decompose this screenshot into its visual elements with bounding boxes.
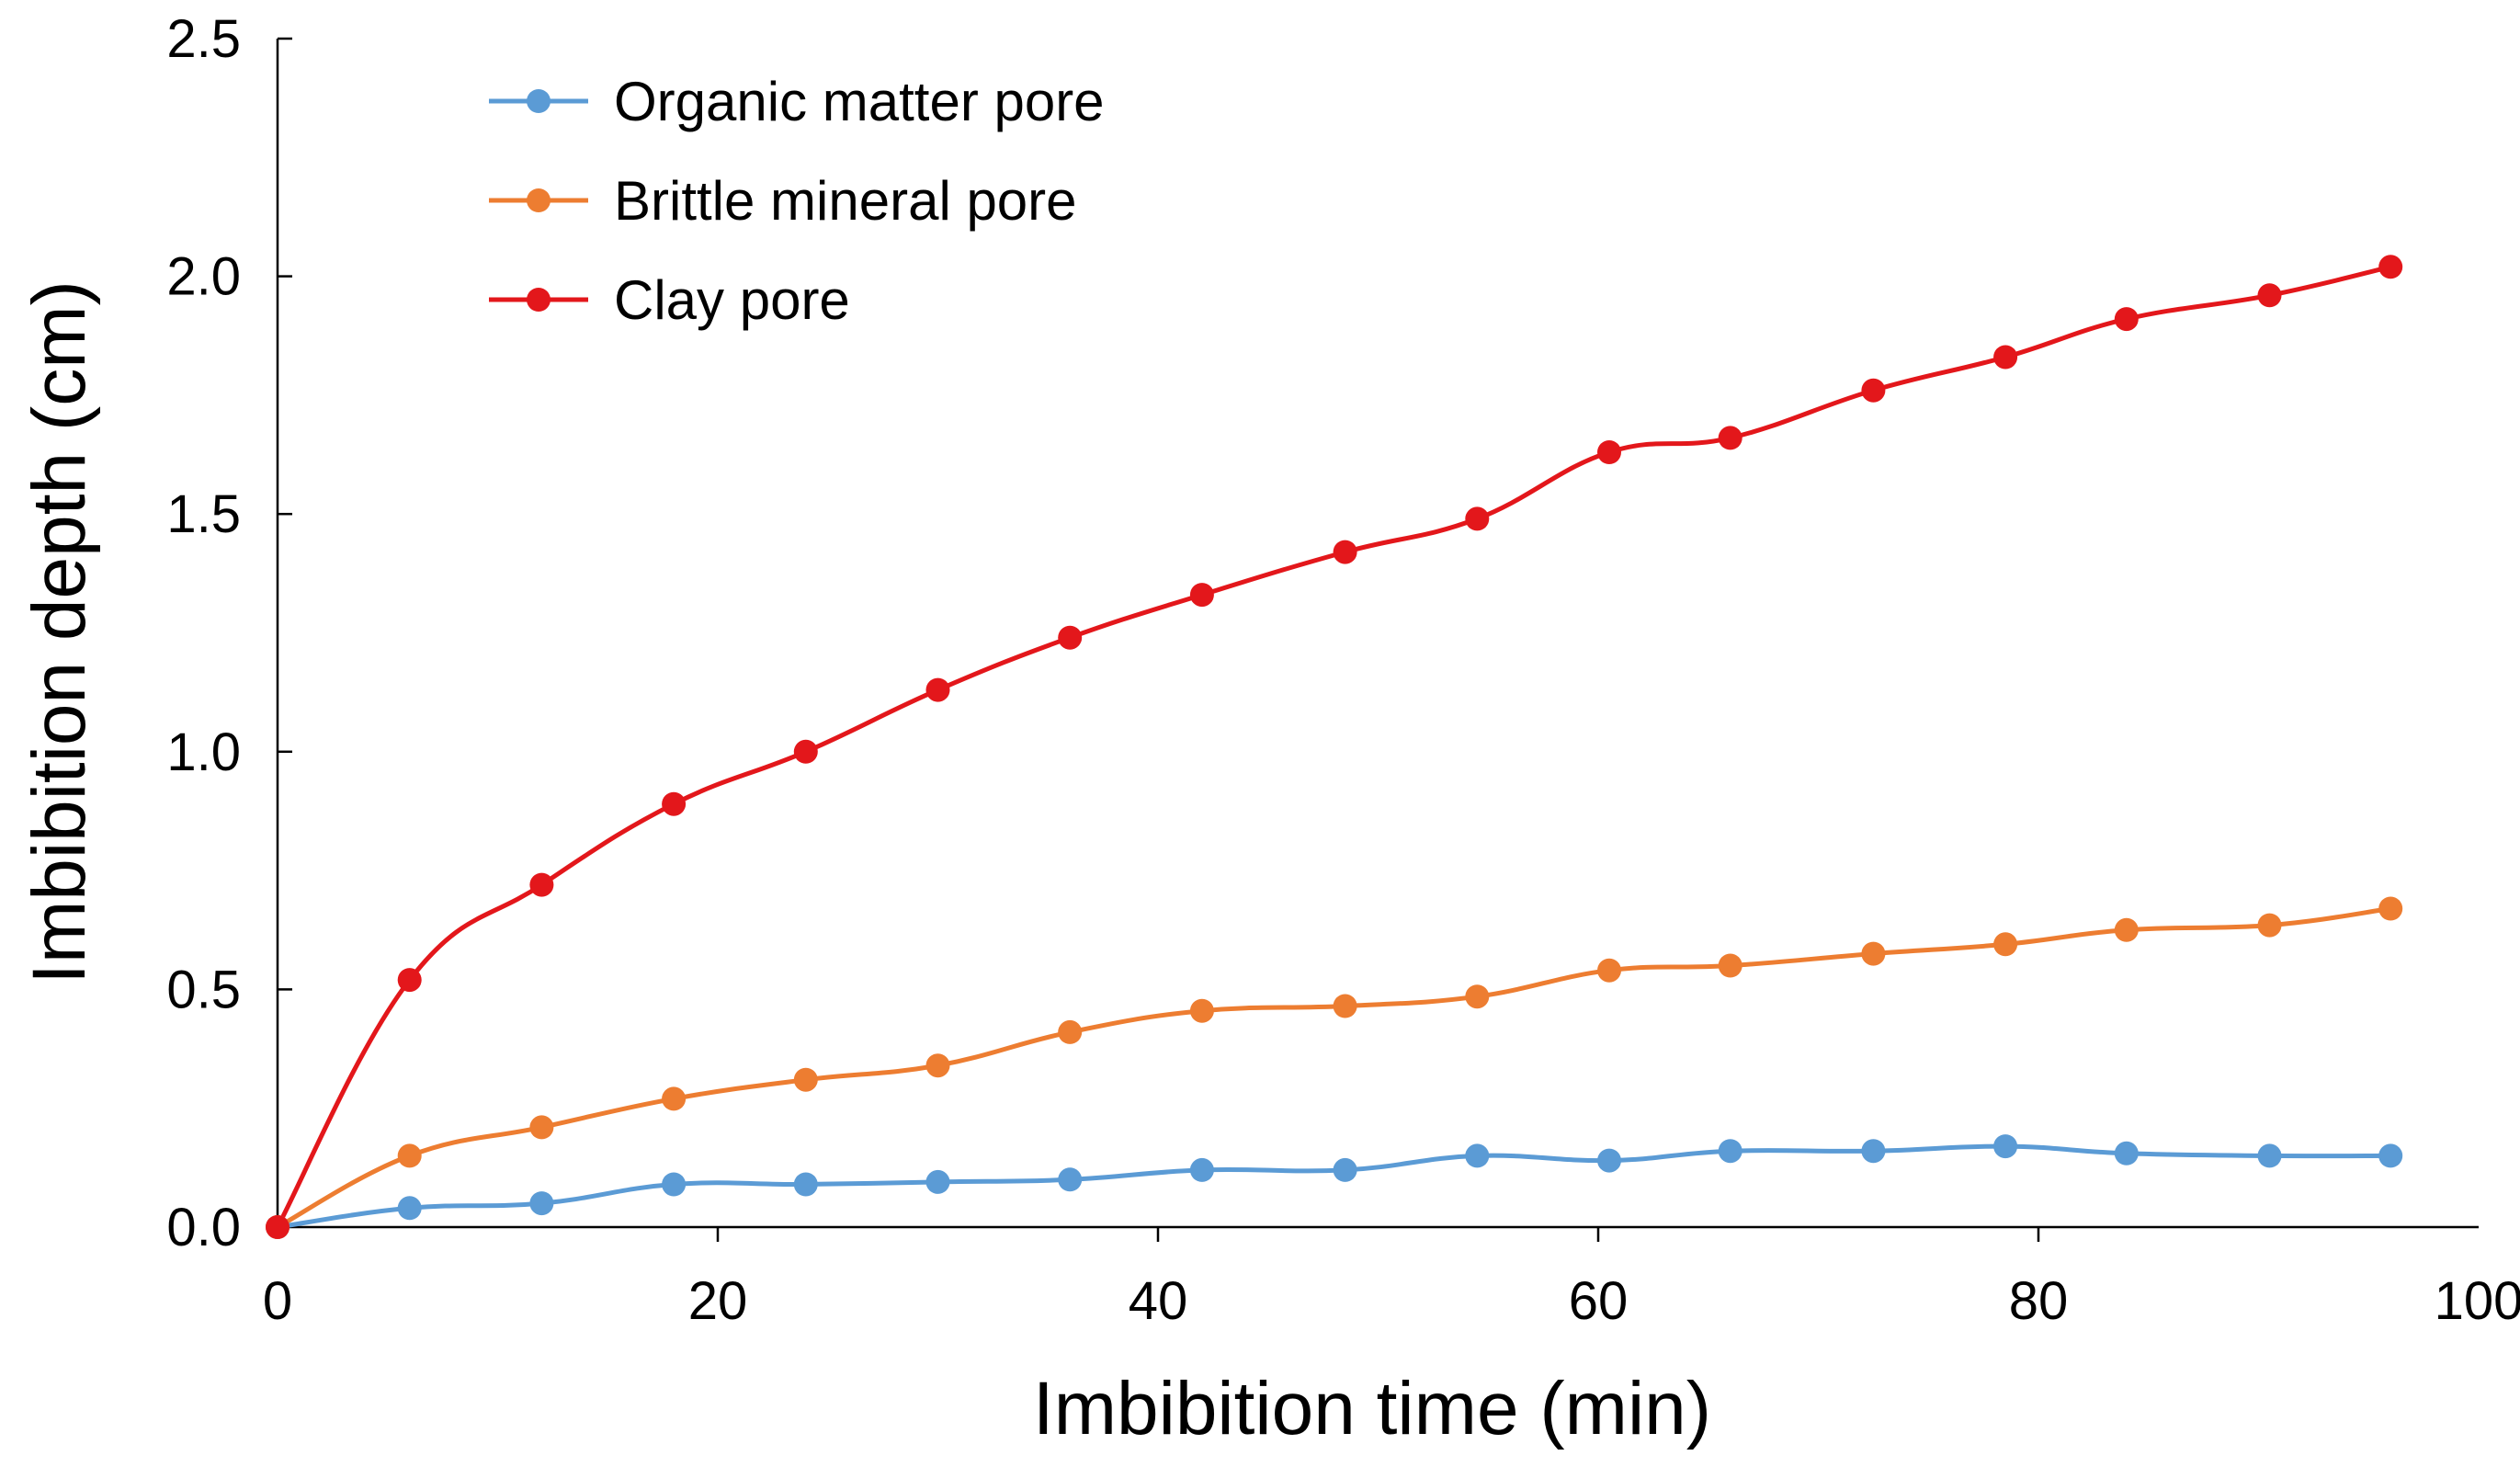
y-tick-label: 1.0 (166, 722, 241, 782)
data-point-organic-matter-pore (1333, 1157, 1357, 1182)
data-point-organic-matter-pore (1597, 1148, 1621, 1173)
y-tick-label: 0.5 (166, 960, 241, 1019)
data-point-brittle-mineral-pore (1597, 958, 1621, 983)
series-line-brittle-mineral-pore (275, 906, 2393, 1230)
x-tick-label: 60 (1569, 1271, 1629, 1331)
data-point-organic-matter-pore (1465, 1143, 1490, 1168)
series-line-clay-pore (275, 264, 2393, 1230)
data-point-clay-pore (2378, 255, 2403, 279)
data-point-clay-pore (1718, 426, 1742, 450)
data-point-organic-matter-pore (1861, 1139, 1886, 1164)
legend-marker-brittle-mineral-pore (527, 188, 551, 212)
data-point-clay-pore (529, 872, 554, 897)
data-point-brittle-mineral-pore (529, 1115, 554, 1140)
data-point-clay-pore (1058, 625, 1083, 650)
data-point-clay-pore (2257, 283, 2282, 308)
legend-marker-clay-pore (527, 288, 551, 312)
data-point-brittle-mineral-pore (2378, 896, 2403, 921)
data-point-brittle-mineral-pore (2257, 913, 2282, 938)
y-tick-label: 2.5 (166, 9, 241, 69)
data-point-brittle-mineral-pore (1465, 984, 1490, 1009)
data-point-brittle-mineral-pore (1333, 994, 1357, 1018)
data-point-organic-matter-pore (2257, 1143, 2282, 1168)
x-ticks: 0 20 40 60 80 100 (263, 1227, 2520, 1331)
series-points (266, 255, 2403, 1239)
legend-label-clay-pore: Clay pore (614, 269, 850, 331)
data-point-clay-pore (1861, 378, 1886, 403)
data-point-brittle-mineral-pore (925, 1053, 950, 1078)
data-point-clay-pore (1333, 540, 1357, 564)
y-axis-title: Imbibition depth (cm) (17, 280, 101, 984)
data-point-brittle-mineral-pore (2114, 917, 2139, 942)
data-point-brittle-mineral-pore (397, 1143, 422, 1168)
data-point-organic-matter-pore (793, 1172, 818, 1197)
data-point-clay-pore (1465, 506, 1490, 531)
data-point-organic-matter-pore (397, 1196, 422, 1221)
data-point-clay-pore (2114, 307, 2139, 332)
data-point-brittle-mineral-pore (1993, 932, 2018, 957)
x-tick-label: 80 (2009, 1271, 2069, 1331)
data-point-clay-pore (793, 739, 818, 764)
y-tick-label: 1.5 (166, 484, 241, 544)
data-point-organic-matter-pore (662, 1172, 687, 1197)
legend: Organic matter pore Brittle mineral pore C… (489, 71, 1105, 331)
x-tick-label: 0 (263, 1271, 292, 1331)
data-point-organic-matter-pore (925, 1169, 950, 1194)
data-point-organic-matter-pore (1718, 1139, 1742, 1164)
y-ticks: 0.0 0.5 1.0 1.5 2.0 2.5 (166, 9, 292, 1257)
data-point-clay-pore (925, 677, 950, 702)
series-lines (275, 264, 2393, 1230)
data-point-brittle-mineral-pore (1058, 1019, 1083, 1044)
data-point-brittle-mineral-pore (1861, 941, 1886, 966)
x-tick-label: 20 (688, 1271, 748, 1331)
data-point-brittle-mineral-pore (793, 1067, 818, 1092)
series-line-organic-matter-pore (275, 1143, 2393, 1230)
data-point-organic-matter-pore (529, 1191, 554, 1216)
data-point-brittle-mineral-pore (662, 1086, 687, 1111)
data-point-clay-pore (1597, 440, 1621, 464)
y-tick-label: 2.0 (166, 247, 241, 307)
data-point-clay-pore (266, 1215, 289, 1239)
y-tick-label: 0.0 (166, 1198, 241, 1257)
data-point-brittle-mineral-pore (1189, 998, 1214, 1023)
data-point-clay-pore (1189, 583, 1214, 608)
data-point-organic-matter-pore (1189, 1157, 1214, 1182)
x-axis-title: Imbibition time (min) (1033, 1367, 1711, 1450)
data-point-clay-pore (397, 968, 422, 993)
legend-label-brittle-mineral-pore: Brittle mineral pore (614, 170, 1077, 232)
data-point-brittle-mineral-pore (1718, 953, 1742, 978)
data-point-clay-pore (662, 791, 687, 816)
legend-marker-organic-matter-pore (527, 89, 551, 113)
data-point-organic-matter-pore (2378, 1143, 2403, 1168)
x-tick-label: 40 (1129, 1271, 1188, 1331)
data-point-organic-matter-pore (1993, 1134, 2018, 1159)
data-point-clay-pore (1993, 345, 2018, 370)
data-point-organic-matter-pore (2114, 1141, 2139, 1166)
legend-label-organic-matter-pore: Organic matter pore (614, 71, 1105, 132)
x-tick-label: 100 (2435, 1271, 2520, 1331)
axes (276, 39, 2479, 1229)
data-point-organic-matter-pore (1058, 1167, 1083, 1192)
